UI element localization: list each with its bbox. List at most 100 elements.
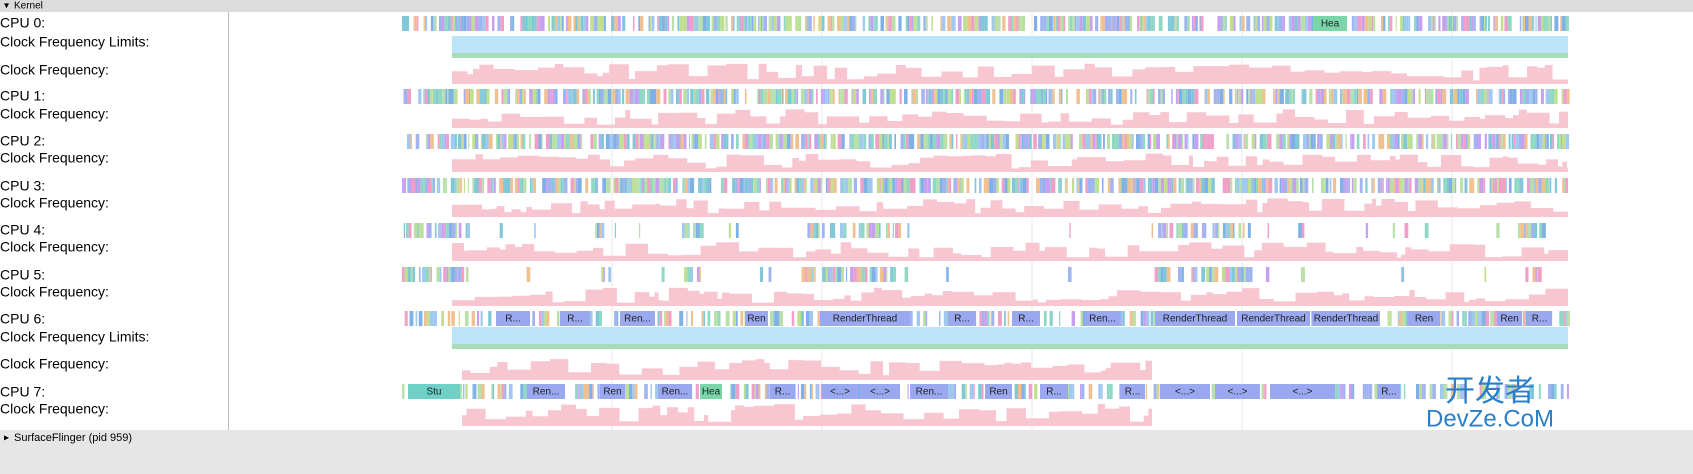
cpu-slice <box>1203 223 1207 238</box>
cpu-slice <box>1053 134 1057 149</box>
cpu-slice <box>744 178 749 193</box>
cpu-slice <box>928 89 932 104</box>
cpu-slice <box>1390 16 1393 31</box>
cpu-slice <box>743 16 746 31</box>
cpu-slice <box>1222 178 1227 193</box>
footer-bar[interactable] <box>0 430 1693 474</box>
cpu-slice <box>1072 16 1075 31</box>
cpu-slice <box>1184 16 1188 31</box>
cpu-slice <box>1550 16 1552 31</box>
cpu-slice <box>609 267 612 282</box>
cpu-slice <box>441 134 445 149</box>
cpu-slice <box>444 134 447 149</box>
cpu-slice <box>1401 267 1403 282</box>
cpu-slice <box>1155 267 1159 282</box>
cpu-slice <box>432 178 436 193</box>
cpu-slice <box>1020 89 1024 104</box>
cpu-slice <box>984 134 987 149</box>
cpu-slice <box>935 178 937 193</box>
cpu-slice <box>1451 311 1454 326</box>
cpu-slice <box>1076 16 1080 31</box>
cpu-slice <box>1348 384 1353 399</box>
cpu-slice <box>407 89 411 104</box>
cpu-slice <box>1498 384 1500 399</box>
cpu-slice <box>996 178 999 193</box>
cpu-slice <box>635 134 639 149</box>
cpu-slice <box>1204 178 1208 193</box>
cpu-slice <box>1525 89 1530 104</box>
cpu-slice <box>1027 134 1029 149</box>
cpu-slice <box>1202 134 1206 149</box>
cpu-slice <box>1302 178 1305 193</box>
cpu-slice <box>1301 223 1305 238</box>
cpu-slice <box>696 223 700 238</box>
cpu-slice <box>534 223 536 238</box>
cpu-slice <box>811 89 814 104</box>
cpu-slice <box>1448 178 1452 193</box>
cpu-slice <box>403 223 405 238</box>
cpu-slice <box>597 384 600 399</box>
cpu-slice <box>1041 89 1043 104</box>
cpu-slice <box>951 16 956 31</box>
section-header[interactable] <box>0 0 1693 12</box>
cpu-slice <box>450 134 455 149</box>
cpu-slice <box>782 89 784 104</box>
thread-slice <box>408 384 460 399</box>
cpu-slice <box>713 16 718 31</box>
slice-label: <...> <box>1292 387 1312 398</box>
slice-label: Ren... <box>533 387 560 398</box>
cpu-slice <box>1102 178 1104 193</box>
cpu-slice <box>432 89 434 104</box>
cpu-slice <box>857 267 862 282</box>
cpu-slice <box>1466 178 1468 193</box>
cpu-slice <box>1351 178 1354 193</box>
cpu-slice <box>923 134 928 149</box>
cpu-slice <box>682 16 687 31</box>
cpu-slice <box>546 311 550 326</box>
cpu-slice <box>1492 134 1496 149</box>
cpu-slice <box>438 223 442 238</box>
cpu-slice <box>1118 89 1122 104</box>
cpu-slice <box>977 16 979 31</box>
cpu-slice <box>1437 89 1441 104</box>
cpu-slice <box>646 134 649 149</box>
cpu-slice <box>1480 89 1484 104</box>
cpu-slice <box>461 16 464 31</box>
cpu-slice <box>640 16 644 31</box>
cpu-slice <box>1049 16 1053 31</box>
thread-slice <box>985 384 1012 399</box>
cpu-slice <box>853 178 857 193</box>
cpu-slice <box>651 16 655 31</box>
cpu-slice <box>1519 16 1522 31</box>
cpu-slice <box>732 311 736 326</box>
cpu-slice <box>710 89 713 104</box>
cpu-slice <box>1459 89 1463 104</box>
cpu-slice <box>1374 384 1377 399</box>
cpu-slice <box>955 89 960 104</box>
cpu-slice <box>1080 311 1083 326</box>
cpu-slice <box>516 134 520 149</box>
cpu-slice <box>402 178 404 193</box>
cpu-slice <box>1499 89 1502 104</box>
cpu-slice <box>698 178 702 193</box>
cpu-slice <box>456 178 460 193</box>
cpu-slice <box>1154 134 1157 149</box>
cpu-slice <box>433 16 435 31</box>
cpu-slice <box>1089 16 1093 31</box>
cpu-slice <box>925 89 928 104</box>
cpu-slice <box>723 178 728 193</box>
cpu-slice <box>1007 178 1011 193</box>
cpu-slice <box>1524 134 1528 149</box>
cpu-slice <box>485 16 489 31</box>
cpu-slice <box>1440 89 1443 104</box>
cpu-slice <box>456 267 458 282</box>
cpu-slice <box>423 89 425 104</box>
cpu-slice <box>555 178 559 193</box>
cpu-slice <box>931 89 934 104</box>
cpu-slice <box>1471 16 1474 31</box>
cpu-slice <box>641 178 643 193</box>
cpu-slice <box>1098 384 1101 399</box>
cpu-slice <box>449 267 452 282</box>
cpu-slice <box>475 134 479 149</box>
cpu-slice <box>1306 134 1310 149</box>
